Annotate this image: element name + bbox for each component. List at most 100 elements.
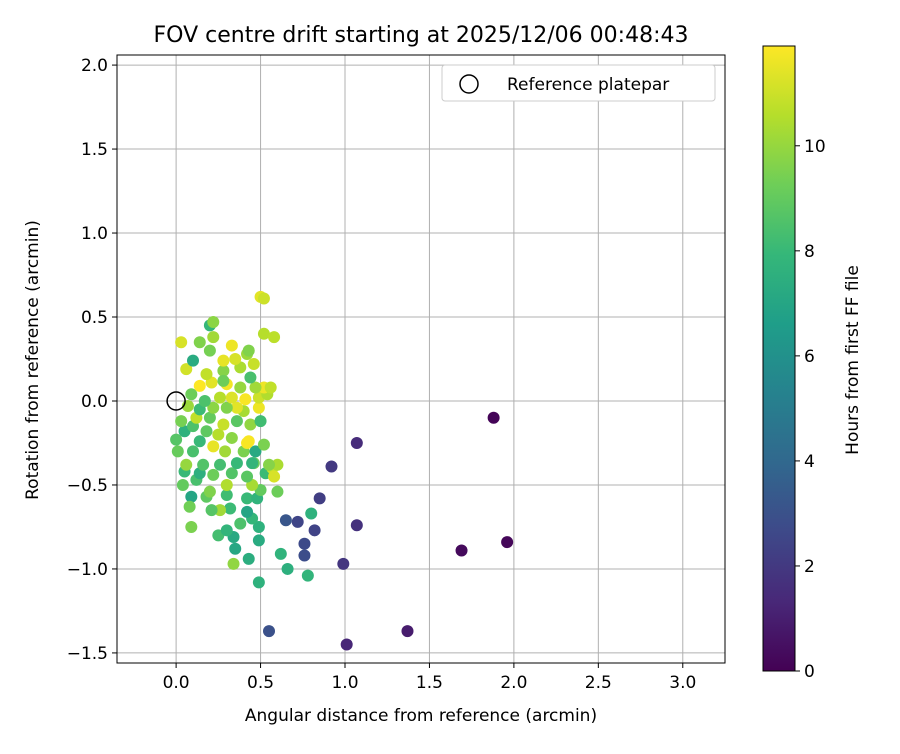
data-point: [268, 331, 281, 344]
data-point: [249, 381, 262, 394]
colorbar-tick-label: 6: [804, 347, 815, 367]
data-point: [207, 468, 220, 481]
data-point: [180, 458, 193, 471]
data-point: [230, 401, 243, 414]
data-point: [301, 569, 314, 582]
y-tick-label: 0.0: [81, 392, 108, 412]
data-point: [501, 536, 514, 549]
data-point: [185, 490, 198, 503]
data-point: [350, 436, 363, 449]
data-point: [350, 519, 363, 532]
data-point: [268, 470, 281, 483]
data-point: [401, 625, 414, 638]
data-point: [252, 401, 265, 414]
data-point: [257, 438, 270, 451]
x-tick-label: 3.0: [669, 673, 696, 693]
data-point: [185, 520, 198, 533]
colorbar-tick-label: 0: [804, 662, 815, 682]
data-point: [252, 534, 265, 547]
colorbar-tick-label: 4: [804, 452, 815, 472]
data-point: [313, 492, 326, 505]
data-point: [241, 492, 254, 505]
data-point: [193, 435, 206, 448]
data-point: [225, 431, 238, 444]
data-point: [193, 379, 206, 392]
plot-frame: [116, 54, 726, 664]
data-point: [230, 415, 243, 428]
data-point: [308, 524, 321, 537]
data-point: [207, 401, 220, 414]
colorbar-tick-label: 10: [804, 137, 826, 157]
colorbar-tick-label: 2: [804, 557, 815, 577]
colorbar-label: Hours from first FF file: [843, 265, 863, 455]
data-point: [241, 470, 254, 483]
reference-point-marker: [166, 391, 186, 411]
data-point: [263, 625, 275, 638]
data-point: [214, 504, 227, 517]
data-point: [225, 339, 238, 352]
data-point: [217, 354, 230, 367]
y-tick-label: 0.5: [81, 308, 108, 328]
data-point: [217, 418, 230, 431]
data-point: [193, 336, 206, 349]
y-tick-label: −0.5: [67, 476, 108, 496]
data-point: [257, 327, 270, 340]
data-point: [305, 507, 318, 520]
data-point: [246, 457, 259, 470]
data-point: [205, 504, 218, 517]
data-point: [220, 489, 233, 502]
data-point: [187, 354, 199, 367]
legend-entry-label: Reference platepar: [507, 75, 669, 95]
data-point: [229, 353, 242, 365]
data-point: [252, 520, 265, 533]
data-point: [254, 415, 267, 428]
data-point: [271, 485, 284, 498]
data-point: [247, 358, 260, 371]
data-point: [263, 458, 275, 471]
data-point: [244, 418, 257, 431]
x-tick-label: 1.0: [331, 673, 358, 693]
data-point: [220, 401, 233, 414]
grid: [117, 55, 725, 663]
data-point: [257, 292, 270, 305]
data-point: [229, 542, 242, 555]
axes: 0.0 0.5 1.0 1.5 2.0 2.5 3.0 −1.5 −1.0 −0.5 0.0 0.5 1…: [67, 54, 726, 693]
data-point: [175, 415, 188, 428]
data-point: [298, 549, 311, 562]
data-point: [252, 576, 265, 589]
colorbar-tick-label: 8: [804, 242, 815, 262]
data-point: [212, 428, 225, 441]
data-point: [455, 544, 468, 557]
x-tick-label: 2.5: [585, 673, 612, 693]
data-point: [219, 445, 232, 458]
data-point: [242, 344, 255, 357]
data-point: [274, 547, 287, 560]
data-point: [185, 388, 198, 401]
chart-title: FOV centre drift starting at 2025/12/06 …: [154, 23, 689, 48]
colorbar: 0 2 4 6 8 10: [762, 45, 826, 682]
data-point: [183, 500, 196, 513]
data-point: [207, 331, 220, 344]
y-tick-label: −1.5: [67, 644, 108, 664]
data-point: [291, 515, 304, 528]
data-point: [234, 381, 247, 394]
data-point: [249, 445, 262, 458]
data-point: [200, 368, 213, 381]
data-point: [171, 445, 184, 458]
legend: Reference platepar: [441, 64, 716, 102]
x-tick-label: 0.0: [163, 673, 190, 693]
data-point: [203, 344, 216, 357]
data-point: [175, 336, 188, 349]
data-point: [337, 557, 350, 570]
y-tick-label: 1.0: [81, 224, 108, 244]
legend-box: [441, 64, 716, 102]
data-point: [234, 517, 247, 530]
y-tick-label: 1.5: [81, 140, 108, 160]
data-point: [224, 502, 237, 515]
data-point: [176, 478, 189, 491]
data-point: [340, 638, 353, 651]
x-axis-label: Angular distance from reference (arcmin): [245, 706, 597, 726]
